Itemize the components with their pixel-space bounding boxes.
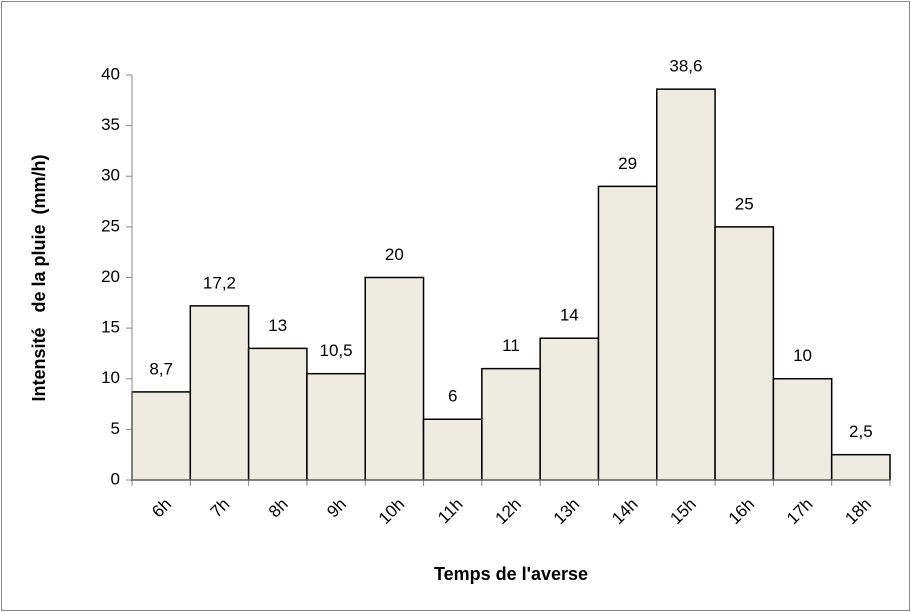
- bar: [714, 226, 775, 481]
- bar: [422, 418, 483, 481]
- bar: [539, 337, 600, 481]
- bar: [656, 88, 716, 481]
- y-tick-label: 10: [101, 368, 120, 387]
- value-label: 8,7: [149, 359, 173, 378]
- value-label: 20: [385, 245, 404, 264]
- value-label: 13: [268, 316, 287, 335]
- bar: [481, 367, 541, 481]
- value-label: 11: [502, 336, 520, 355]
- bar: [772, 378, 833, 481]
- y-tick-label: 30: [101, 166, 120, 185]
- bar: [830, 453, 891, 481]
- y-tick-label: 35: [101, 115, 120, 134]
- value-label: 10,5: [320, 341, 353, 360]
- bar: [597, 185, 658, 481]
- x-axis-title: Temps de l'averse: [434, 564, 588, 584]
- bar: [306, 372, 366, 481]
- y-tick-label: 15: [101, 318, 120, 337]
- value-label: 2,5: [849, 422, 873, 441]
- value-label: 25: [735, 194, 754, 213]
- y-tick-label: 25: [101, 216, 120, 235]
- bar: [247, 347, 308, 481]
- y-tick-label: 0: [111, 469, 120, 488]
- y-axis-title: Intensité de la pluie (mm/h): [29, 154, 49, 401]
- value-label: 14: [560, 306, 579, 325]
- bar: [189, 305, 250, 481]
- value-label: 10: [793, 346, 812, 365]
- bar: [364, 276, 425, 481]
- value-label: 17,2: [203, 273, 236, 292]
- bar: [131, 391, 192, 481]
- value-label: 38,6: [669, 57, 702, 76]
- y-tick-label: 5: [111, 419, 120, 438]
- y-tick-label: 20: [101, 267, 120, 286]
- value-label: 6: [448, 387, 457, 406]
- value-label: 29: [618, 154, 637, 173]
- y-tick-label: 40: [101, 64, 120, 83]
